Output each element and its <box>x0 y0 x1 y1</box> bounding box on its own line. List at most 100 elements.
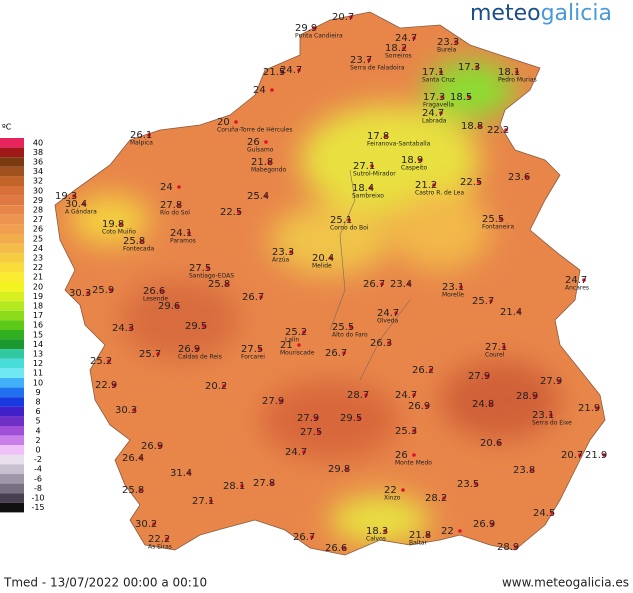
station-dot <box>259 295 263 299</box>
station-value: 30.3 <box>69 288 91 299</box>
legend-swatch <box>0 320 24 330</box>
legend-label: 25 <box>33 234 43 243</box>
station-dot <box>467 95 471 99</box>
station-value: 29.5 <box>185 321 207 332</box>
station-name: Caldas de Reis <box>178 354 222 361</box>
station-dot <box>289 250 293 254</box>
station-value: 24.7 <box>377 308 399 319</box>
station-dot <box>177 203 181 207</box>
station-value: 24.7 <box>422 108 444 119</box>
station-value: 19.3 <box>55 191 77 202</box>
station-value: 20.7 <box>332 12 354 23</box>
legend-label: 6 <box>35 407 40 416</box>
station-value: 21.8 <box>409 530 431 541</box>
legend-label: 23 <box>33 254 43 263</box>
station-value: 23.1 <box>532 410 554 421</box>
station-name: Forcarei <box>241 354 265 361</box>
legend-swatch <box>0 301 24 311</box>
station-value: 28.2 <box>425 493 447 504</box>
station-name: Fragavella <box>423 102 454 109</box>
station-value: 22.5 <box>460 177 482 188</box>
legend-label: 15 <box>33 330 43 339</box>
station-dot <box>429 368 433 372</box>
station-dot <box>364 393 368 397</box>
station-name: Pedro Murias <box>498 77 537 84</box>
station-dot <box>152 522 156 526</box>
station-dot <box>302 330 306 334</box>
station-dot <box>139 456 143 460</box>
station-value: 24.7 <box>395 390 417 401</box>
station-name: Caspeito <box>401 165 428 172</box>
legend-swatch <box>0 214 24 225</box>
legend-swatch <box>0 426 24 436</box>
station-dot <box>582 278 586 282</box>
station-value: 30.4 <box>65 199 87 210</box>
station-dot <box>549 413 553 417</box>
station-dot <box>432 183 436 187</box>
station-value: 23.1 <box>442 282 464 293</box>
station-value: 26.7 <box>242 292 264 303</box>
station-name: Mouriscade <box>280 350 315 357</box>
station-value: 24 <box>160 182 173 193</box>
station-value: 25.5 <box>482 214 504 225</box>
station-dot <box>474 482 478 486</box>
station-value: 27.8 <box>253 478 275 489</box>
station-dot <box>514 545 518 549</box>
station-name: Monte Medo <box>395 460 432 467</box>
station-dot <box>310 535 314 539</box>
station-dot <box>454 40 458 44</box>
station-dot <box>394 311 398 315</box>
station-dot <box>499 217 503 221</box>
station-name: Fontecada <box>123 246 155 253</box>
station-dot <box>72 194 76 198</box>
station-name: Sutrol-Mirador <box>353 171 396 178</box>
station-dot <box>206 266 210 270</box>
legend-label: 8 <box>35 398 40 407</box>
station-name: Fontaneira <box>482 224 514 231</box>
legend-swatch <box>0 435 24 446</box>
station-dot <box>280 70 284 74</box>
station-name: Ancares <box>565 285 589 292</box>
legend-swatch <box>0 138 24 148</box>
station-value: 18.1 <box>498 67 520 78</box>
legend-swatch <box>0 378 24 388</box>
legend-label: -4 <box>34 465 42 474</box>
legend-swatch <box>0 339 24 350</box>
station-dot <box>550 511 554 515</box>
station-value: 27.9 <box>262 396 284 407</box>
station-dot <box>119 222 123 226</box>
station-value: 17.8 <box>367 131 389 142</box>
station-value: 25.8 <box>123 236 145 247</box>
legend-swatch <box>0 493 24 503</box>
station-dot <box>160 289 164 293</box>
station-value: 31.4 <box>170 468 192 479</box>
station-value: 22 <box>441 526 454 537</box>
station-value: 30.3 <box>115 405 137 416</box>
station-dot <box>302 450 306 454</box>
legend-swatch <box>0 157 24 167</box>
station-value: 21.8 <box>251 157 273 168</box>
station-value: 21.9 <box>585 450 607 461</box>
station-dot <box>418 158 422 162</box>
station-value: 24.5 <box>533 508 555 519</box>
station-dot <box>383 529 387 533</box>
station-dot <box>485 374 489 378</box>
station-name: Punta Candieira <box>295 33 343 40</box>
station-dot <box>237 210 241 214</box>
station-value: 24.3 <box>112 323 134 334</box>
station-value: 29.5 <box>340 413 362 424</box>
legend-swatch <box>0 224 24 234</box>
legend-label: 30 <box>33 186 43 195</box>
station-value: 22.9 <box>95 380 117 391</box>
legend-swatch <box>0 368 24 378</box>
legend-label: 11 <box>33 369 43 378</box>
legend-label: 13 <box>33 350 43 359</box>
station-dot <box>86 291 90 295</box>
station-dot <box>412 393 416 397</box>
station-dot <box>349 325 353 329</box>
station-dot <box>270 88 274 92</box>
station-dot <box>515 70 519 74</box>
legend-swatch <box>0 205 24 215</box>
